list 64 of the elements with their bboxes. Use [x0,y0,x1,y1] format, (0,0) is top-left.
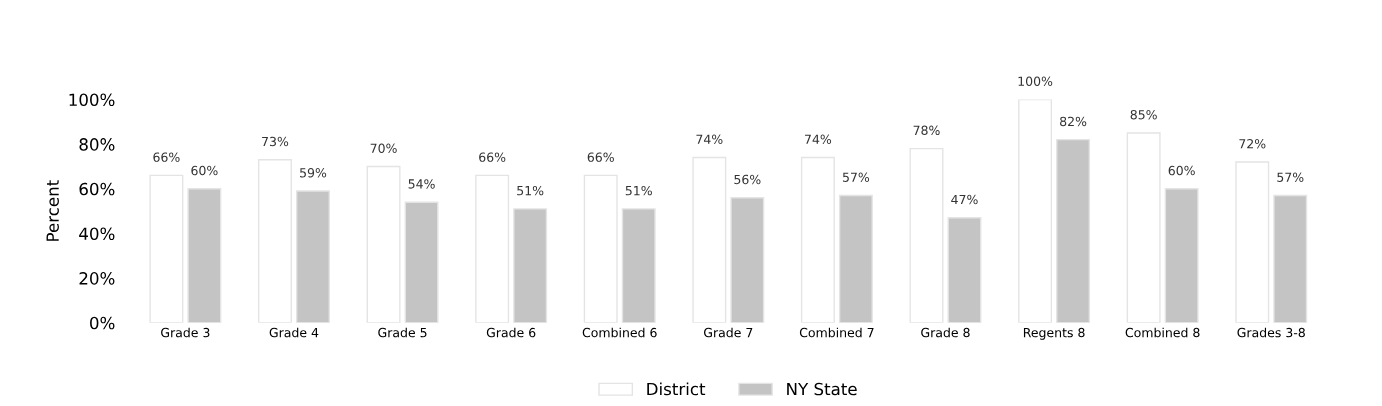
data-label: 60% [1168,165,1195,176]
bar [149,174,184,323]
bar [1164,188,1199,323]
data-label: 59% [300,168,327,178]
bar [257,159,292,323]
legend-label: District [647,382,706,396]
x-tick-label: Regents 8 [1023,327,1085,340]
data-label: 56% [734,174,761,185]
y-tick-label: 40% [79,227,115,241]
data-label: 74% [696,134,723,144]
bar [838,194,873,323]
data-label: 82% [1060,116,1087,127]
data-label: 78% [913,125,940,136]
x-tick-label: Grade 5 [378,327,427,338]
bar [1273,194,1308,323]
y-tick-label: 60% [79,182,115,196]
data-label: 85% [1130,109,1157,120]
data-label: 57% [1277,172,1304,182]
data-label: 72% [1239,139,1266,149]
y-tick-label: 100% [69,93,115,107]
y-tick-label: 0% [90,316,115,330]
legend-label: NY State [787,382,857,396]
x-tick-label: Grade 3 [161,327,210,338]
bar [187,188,222,323]
data-label: 66% [153,152,180,162]
bar [1056,138,1091,323]
data-label: 73% [262,136,289,147]
bar [621,208,656,323]
x-tick-label: Combined 7 [799,327,874,338]
data-label: 70% [370,143,397,153]
data-label: 51% [625,185,652,196]
x-tick-label: Grade 7 [704,327,753,338]
y-axis-title: Percent [46,180,59,241]
y-tick-label: 80% [79,138,115,151]
bar [1235,161,1270,323]
data-label: 51% [517,185,544,196]
bar [1018,99,1053,323]
data-label: 74% [805,134,832,144]
data-label: 60% [191,165,218,176]
x-tick-label: Grade 4 [269,327,319,338]
bar [692,156,727,323]
data-label: 100% [1018,76,1053,86]
bar [366,165,401,323]
x-tick-label: Grades 3-8 [1237,327,1305,338]
bar [730,197,765,323]
data-label: 57% [842,172,870,182]
data-label: 54% [408,179,435,189]
bar [800,156,835,323]
bar [513,208,548,323]
bar [404,201,439,323]
x-tick-label: Combined 8 [1125,327,1200,338]
x-tick-label: Combined 6 [582,327,657,338]
bar [295,190,330,323]
data-label: 66% [587,152,614,162]
bar [583,174,618,323]
data-label: 47% [951,194,978,205]
bar [909,147,944,323]
y-tick-label: 20% [79,272,115,285]
x-tick-label: Grade 8 [921,327,970,338]
bar [1126,132,1161,323]
bar [947,217,982,323]
data-label: 66% [479,152,506,162]
x-tick-label: Grade 6 [486,327,536,338]
bar [475,174,510,323]
